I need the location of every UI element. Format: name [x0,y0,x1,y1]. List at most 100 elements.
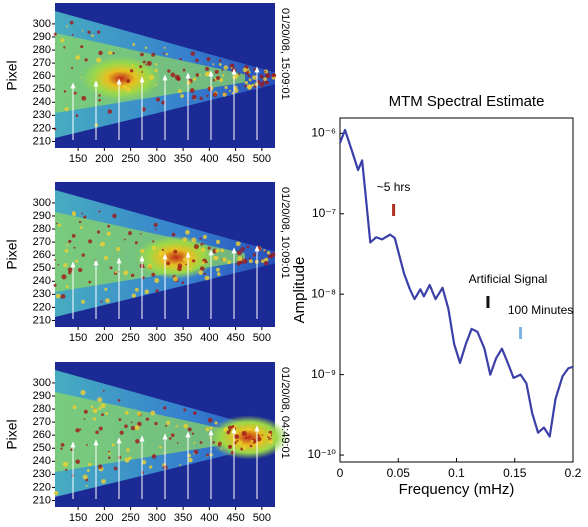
noise-dot [199,441,203,444]
y-tick-label: 300 [33,197,51,209]
noise-dot [207,417,213,423]
y-tick-label: 230 [33,288,51,300]
noise-dot [263,261,269,266]
annotation-text: 100 Minutes [508,303,573,317]
noise-dot [60,38,65,43]
noise-dot [240,247,245,252]
arrow-head [185,251,191,258]
annotation-text: Artificial Signal [469,272,548,286]
noise-dot [199,96,203,101]
noise-dot [80,45,84,49]
noise-dot [98,50,103,56]
noise-dot [111,443,115,447]
noise-dot [223,65,229,70]
y-tick-label: 10⁻⁸ [311,286,336,300]
noise-dot [71,233,76,238]
noise-dot [205,427,210,432]
noise-dot [63,46,66,49]
noise-dot [148,74,154,80]
noise-dot [96,230,101,234]
y-tick-label: 230 [33,109,51,121]
noise-dot [86,469,90,472]
noise-dot [171,232,176,237]
noise-dot [150,410,156,416]
noise-dot [218,59,222,62]
arrow-head [231,68,237,75]
x-axis-label: Frequency (mHz) [399,481,515,498]
noise-dot [191,432,194,435]
noise-dot [153,222,158,227]
noise-dot [87,462,92,467]
noise-dot [261,259,265,263]
noise-dot [79,226,83,230]
y-tick-label: 240 [33,275,51,287]
noise-dot [176,442,179,444]
noise-dot [200,247,206,253]
noise-dot [195,58,199,63]
noise-dot [229,445,232,447]
noise-dot [228,89,231,92]
noise-dot [271,73,276,78]
noise-dot [161,100,166,105]
y-tick-label: 250 [33,83,51,95]
y-tick-label: 10⁻⁶ [311,125,336,139]
noise-dot [139,65,143,69]
noise-dot [223,427,228,432]
y-tick-label: 250 [33,442,51,454]
noise-dot [95,430,99,435]
noise-dot [85,443,88,446]
arrow-head [208,429,214,436]
x-tick-label: 350 [174,512,192,524]
noise-dot [159,445,162,449]
noise-dot [64,249,69,253]
noise-dot [252,253,256,257]
x-tick-label: 150 [69,153,87,165]
noise-dot [185,229,190,235]
noise-dot [134,241,138,245]
noise-dot [162,52,165,55]
noise-dot [236,250,242,256]
noise-dot [267,433,272,437]
noise-dot [104,287,108,291]
y-tick-label: 290 [33,31,51,43]
noise-dot [208,88,212,92]
noise-dot [229,63,235,69]
noise-dot [161,248,164,252]
x-tick-label: 0 [337,466,344,480]
y-axis-label: Pixel [4,60,20,90]
noise-dot [152,240,155,243]
x-tick-label: 300 [148,332,166,344]
noise-dot [151,272,156,277]
x-tick-label: 200 [95,512,113,524]
noise-dot [218,444,221,447]
y-tick-label: 270 [33,57,51,69]
noise-dot [204,275,210,281]
noise-dot [117,455,122,460]
noise-dot [125,87,131,92]
arrow-head [116,437,122,444]
noise-dot [100,300,103,303]
noise-dot [170,72,176,78]
noise-dot [98,406,102,411]
noise-dot [57,223,62,227]
noise-dot [174,74,180,80]
noise-dot [147,263,153,269]
noise-dot [182,68,186,72]
noise-dot [154,83,157,86]
noise-dot [53,32,57,36]
noise-dot [249,444,253,448]
x-tick-label: 350 [174,332,192,344]
x-tick-label: 300 [148,512,166,524]
y-tick-label: 290 [33,210,51,222]
noise-dot [220,248,225,253]
noise-dot [66,244,69,247]
noise-dot [98,98,101,102]
noise-dot [117,399,121,402]
noise-dot [262,80,265,83]
noise-dot [75,459,80,464]
noise-dot [227,260,232,265]
noise-dot [62,461,69,467]
noise-dot [101,479,106,484]
y-tick-label: 240 [33,96,51,108]
noise-dot [179,464,182,466]
